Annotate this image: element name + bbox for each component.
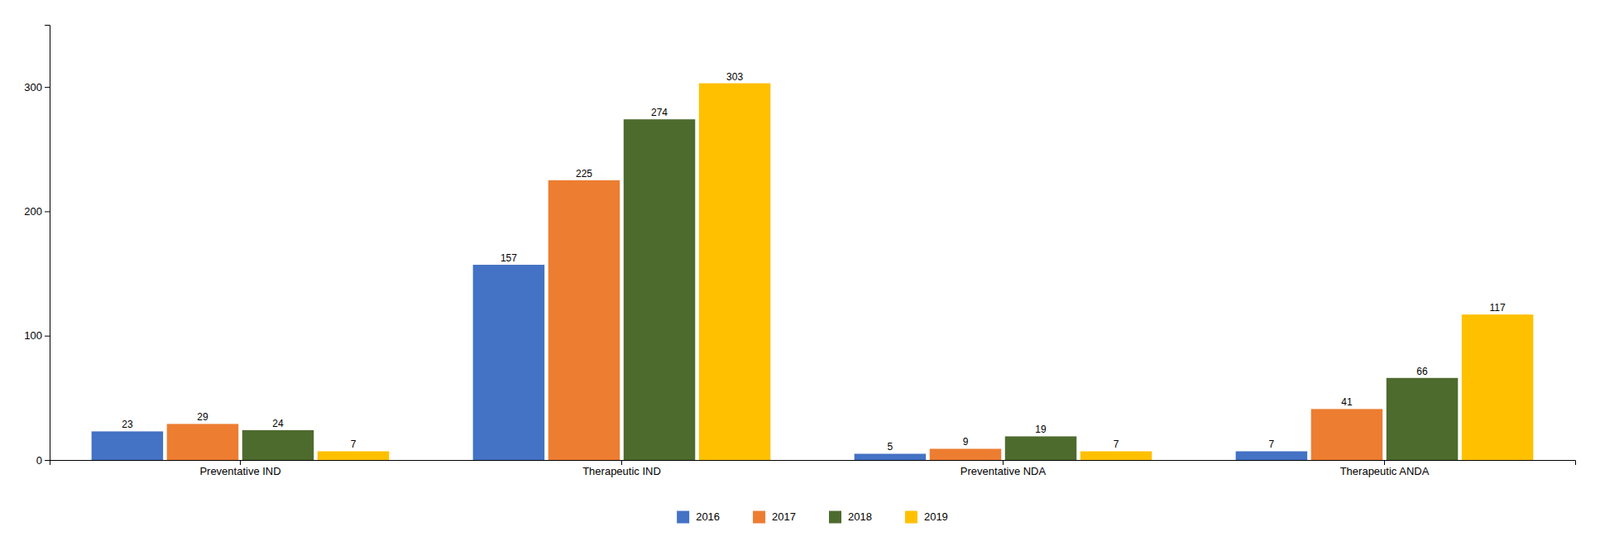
x-tick-mark (239, 459, 241, 465)
y-axis-line (44, 25, 51, 461)
bars (91, 83, 1534, 460)
bar (929, 448, 1002, 460)
y-tick-mark (44, 335, 50, 337)
bar (317, 450, 390, 460)
x-axis: Preventative IND Therapeutic IND Preventat… (50, 459, 1577, 478)
legend-swatch (752, 511, 766, 524)
legend-label: 2016 (695, 510, 720, 523)
y-tick-mark (44, 210, 50, 212)
bar (1461, 314, 1534, 460)
bar (854, 453, 927, 460)
bar (1005, 435, 1078, 460)
plot: 0 100 200 300 Preventative IND Therapeutic IN… (23, 25, 1576, 479)
x-tick-mark (1384, 459, 1385, 465)
bar (1386, 378, 1459, 460)
x-tick-mark (621, 459, 623, 465)
x-tick-label: Therapeutic ANDA (1340, 464, 1430, 478)
data-label: 9 (962, 435, 969, 448)
x-tick-mark (1002, 459, 1004, 465)
y-axis: 0 100 200 300 (23, 25, 50, 467)
x-axis-line (50, 460, 1577, 466)
data-label: 117 (1489, 301, 1506, 314)
x-tick-label: Therapeutic IND (582, 464, 662, 478)
data-label: 225 (575, 167, 593, 180)
y-tick: 0 (36, 454, 50, 467)
data-label: 7 (1113, 438, 1120, 451)
bar (1080, 450, 1153, 460)
data-label: 157 (500, 252, 518, 264)
legend-item: 2016 (676, 510, 720, 523)
x-tick: Preventative NDA (960, 459, 1047, 478)
bar (91, 431, 164, 460)
y-tick-label: 100 (23, 329, 43, 342)
data-label: 274 (651, 106, 668, 119)
bar (548, 180, 621, 460)
bar (1311, 408, 1384, 460)
legend-item: 2019 (905, 510, 949, 523)
y-tick: 200 (23, 205, 50, 218)
y-tick: 100 (23, 329, 50, 342)
x-tick: Therapeutic IND (582, 459, 662, 478)
data-label: 23 (121, 418, 134, 431)
data-label: 29 (196, 411, 209, 423)
legend-item: 2018 (828, 510, 872, 523)
chart: 0 100 200 300 Preventative IND Therapeutic IN… (0, 0, 1600, 551)
data-labels: 23 157 5 7 29 225 9 41 24 274 19 66 7 303 7 117 (121, 71, 1506, 454)
x-tick: Therapeutic ANDA (1340, 459, 1430, 478)
y-tick-label: 300 (23, 81, 43, 94)
x-tick-label: Preventative IND (199, 464, 281, 478)
y-tick-label: 0 (36, 454, 43, 467)
bar (242, 430, 315, 460)
data-label: 303 (726, 71, 743, 83)
bar (699, 83, 772, 460)
legend-label: 2019 (924, 510, 949, 523)
bar (473, 264, 546, 460)
x-tick: Preventative IND (199, 459, 281, 478)
legend-swatch (828, 511, 842, 524)
legend-label: 2018 (847, 510, 872, 523)
data-label: 5 (887, 440, 894, 453)
data-label: 19 (1034, 423, 1047, 436)
bar (623, 119, 696, 460)
y-tick: 300 (23, 81, 50, 94)
legend-label: 2017 (771, 510, 796, 523)
y-tick-mark (44, 459, 50, 461)
bar (1235, 450, 1308, 460)
legend-swatch (676, 511, 690, 524)
data-label: 7 (1269, 438, 1275, 451)
legend: 2016 2017 2018 2019 (676, 510, 949, 523)
y-tick-label: 200 (23, 205, 43, 218)
bar (167, 423, 240, 460)
legend-item: 2017 (752, 510, 796, 523)
y-tick-mark (44, 86, 50, 88)
legend-swatch (905, 511, 918, 524)
data-label: 66 (1416, 365, 1428, 378)
x-tick-label: Preventative NDA (960, 464, 1047, 478)
data-label: 7 (350, 438, 357, 451)
data-label: 41 (1341, 396, 1353, 408)
data-label: 24 (272, 417, 284, 430)
